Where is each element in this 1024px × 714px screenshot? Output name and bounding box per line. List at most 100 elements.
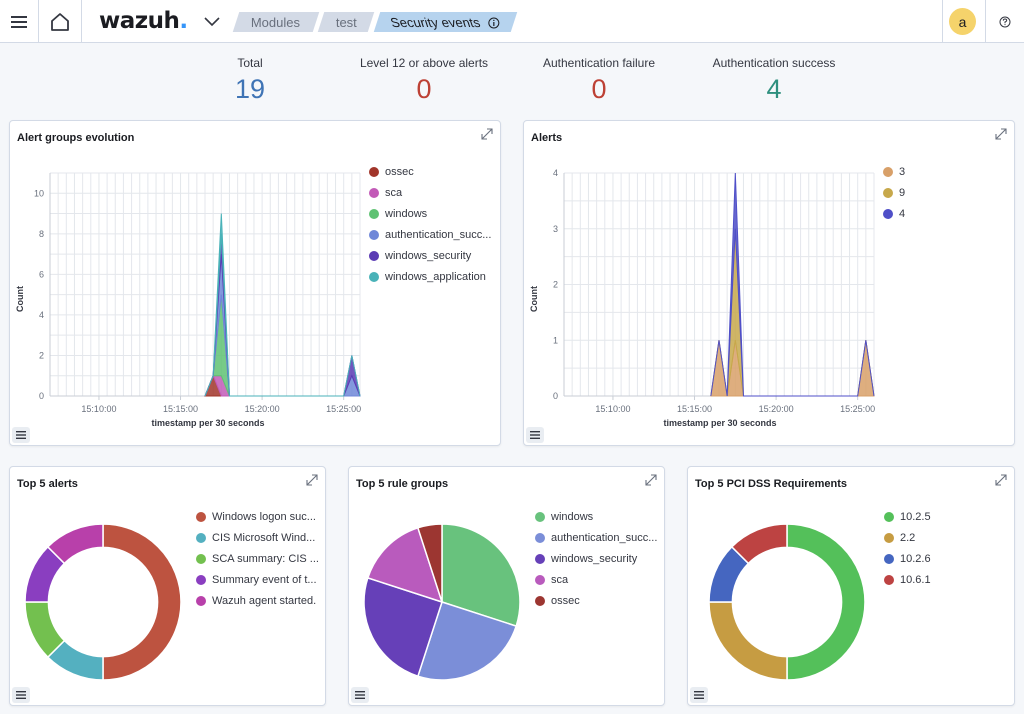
y-tick-label: 1 xyxy=(553,335,558,345)
stat-label: Level 12 or above alerts xyxy=(359,56,489,70)
pie-slice xyxy=(363,576,443,678)
legend-color-dot xyxy=(535,532,545,543)
legend-item[interactable]: Windows logon suc... xyxy=(196,506,319,527)
legend-label: Windows logon suc... xyxy=(212,510,316,523)
stat-level12-alerts[interactable]: Level 12 or above alerts 0 xyxy=(339,56,509,105)
legend-item[interactable]: ossec xyxy=(535,590,657,611)
wazuh-logo[interactable]: wazuh. xyxy=(99,8,188,34)
chart-legend: 3 9 4 xyxy=(883,161,905,224)
list-icon xyxy=(16,431,26,439)
legend-label: 9 xyxy=(899,186,906,199)
expand-icon[interactable] xyxy=(305,473,319,487)
toggle-legend-button[interactable] xyxy=(690,687,708,703)
legend-label: authentication_succ... xyxy=(385,228,492,241)
panel-title: Top 5 rule groups xyxy=(356,478,449,490)
stat-auth-failure[interactable]: Authentication failure 0 xyxy=(514,56,684,105)
breadcrumb-security-events: Security events xyxy=(373,12,518,32)
y-tick-label: 2 xyxy=(39,350,44,360)
legend-color-dot xyxy=(535,553,545,564)
legend-label: sca xyxy=(551,573,569,586)
top-5-rule-groups-pie-chart xyxy=(363,523,521,681)
pie-slice xyxy=(46,523,104,565)
expand-icon[interactable] xyxy=(644,473,658,487)
legend-item[interactable]: authentication_succ... xyxy=(369,224,491,245)
legend-color-dot xyxy=(883,187,893,198)
legend-item[interactable]: Wazuh agent started. xyxy=(196,590,319,611)
legend-label: 10.2.5 xyxy=(900,510,931,523)
legend-label: windows xyxy=(385,207,428,220)
legend-item[interactable]: sca xyxy=(369,182,491,203)
expand-icon[interactable] xyxy=(480,127,494,141)
info-icon[interactable] xyxy=(488,17,500,29)
chart-legend: ossec sca windows authentication_succ...win… xyxy=(369,161,491,287)
legend-item[interactable]: ossec xyxy=(369,161,491,182)
pie-slice xyxy=(730,523,788,565)
toggle-legend-button[interactable] xyxy=(526,427,544,443)
legend-color-dot xyxy=(883,208,893,219)
legend-label: windows xyxy=(551,510,594,523)
legend-item[interactable]: sca xyxy=(535,569,657,590)
legend-item[interactable]: 10.2.5 xyxy=(884,506,931,527)
legend-item[interactable]: windows_security xyxy=(535,548,657,569)
legend-item[interactable]: windows xyxy=(369,203,491,224)
help-button[interactable] xyxy=(986,0,1024,43)
legend-label: Wazuh agent started. xyxy=(212,594,317,607)
breadcrumb-modules[interactable]: Modules xyxy=(232,12,320,32)
alerts-area-chart: Count timestamp per 30 seconds 0 1 2 3 4 15:1… xyxy=(529,168,875,428)
toggle-legend-button[interactable] xyxy=(12,687,30,703)
legend-label: 3 xyxy=(899,165,906,178)
legend-color-dot xyxy=(535,574,545,585)
legend-item[interactable]: authentication_succ... xyxy=(535,527,657,548)
x-tick-label: 15:10:00 xyxy=(595,404,630,414)
home-button[interactable] xyxy=(39,0,81,43)
stat-auth-success[interactable]: Authentication success 4 xyxy=(689,56,859,105)
stat-label: Total xyxy=(237,56,263,70)
expand-icon[interactable] xyxy=(994,127,1008,141)
y-tick-label: 2 xyxy=(553,280,558,290)
user-avatar[interactable]: a xyxy=(949,8,976,35)
y-axis-label: Count xyxy=(529,286,539,312)
legend-color-dot xyxy=(196,532,206,543)
top-5-alerts-panel: Top 5 alerts Windows logon suc... CIS Mic… xyxy=(9,466,326,706)
menu-button[interactable] xyxy=(0,0,38,43)
expand-icon[interactable] xyxy=(994,473,1008,487)
legend-item[interactable]: 10.6.1 xyxy=(884,569,931,590)
stat-label: Authentication failure xyxy=(542,56,656,70)
legend-color-dot xyxy=(369,250,379,261)
list-icon xyxy=(530,431,540,439)
x-tick-label: 15:25:00 xyxy=(840,404,875,414)
legend-item[interactable]: CIS Microsoft Wind... xyxy=(196,527,319,548)
home-icon xyxy=(51,12,69,31)
legend-item[interactable]: SCA summary: CIS ... xyxy=(196,548,319,569)
panel-title: Alerts xyxy=(531,132,563,144)
x-axis-label: timestamp per 30 seconds xyxy=(151,418,264,428)
breadcrumb-test[interactable]: test xyxy=(317,12,375,32)
legend-item[interactable]: 9 xyxy=(883,182,905,203)
legend-color-dot xyxy=(883,166,893,177)
legend-item[interactable]: 10.2.6 xyxy=(884,548,931,569)
legend-item[interactable]: windows_application xyxy=(369,266,491,287)
hamburger-menu-icon xyxy=(11,15,27,28)
legend-item[interactable]: 4 xyxy=(883,203,905,224)
toggle-legend-button[interactable] xyxy=(12,427,30,443)
legend-item[interactable]: windows_security xyxy=(369,245,491,266)
legend-item[interactable]: Summary event of t... xyxy=(196,569,319,590)
y-tick-label: 8 xyxy=(39,229,44,239)
legend-item[interactable]: windows xyxy=(535,506,657,527)
toggle-legend-button[interactable] xyxy=(351,687,369,703)
legend-label: 4 xyxy=(899,207,906,220)
legend-item[interactable]: 3 xyxy=(883,161,905,182)
top-5-pci-dss-donut-chart xyxy=(708,523,866,681)
y-axis-label: Count xyxy=(15,286,25,312)
legend-item[interactable]: 2.2 xyxy=(884,527,931,548)
legend-label: windows_security xyxy=(385,249,472,262)
list-icon xyxy=(355,691,365,699)
area-series-windows-application xyxy=(204,213,361,397)
top-5-alerts-donut-chart xyxy=(24,523,182,681)
legend-label: windows_security xyxy=(551,552,638,565)
stat-total[interactable]: Total 19 xyxy=(165,56,335,105)
y-tick-label: 0 xyxy=(553,391,558,401)
x-tick-label: 15:15:00 xyxy=(163,404,198,414)
app-switcher-button[interactable] xyxy=(200,0,224,43)
pie-slice xyxy=(441,523,521,628)
